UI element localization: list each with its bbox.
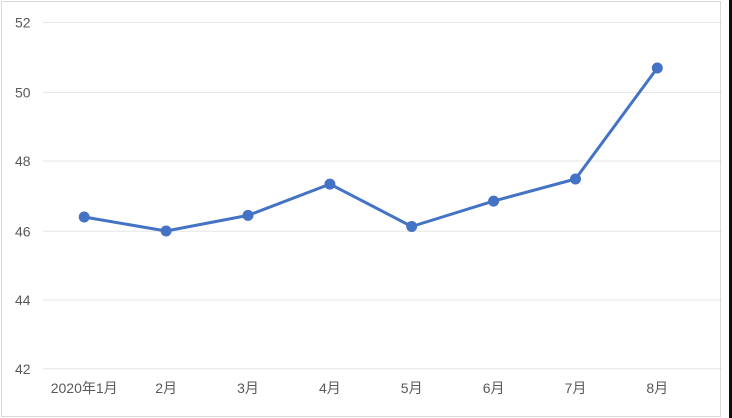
svg-text:7月: 7月 — [565, 380, 587, 396]
svg-text:52: 52 — [15, 15, 31, 31]
svg-text:46: 46 — [15, 223, 31, 239]
svg-text:2月: 2月 — [155, 380, 177, 396]
svg-text:4月: 4月 — [319, 380, 341, 396]
svg-text:3月: 3月 — [237, 380, 259, 396]
svg-text:44: 44 — [15, 292, 31, 308]
svg-text:2020年1月: 2020年1月 — [51, 380, 118, 396]
svg-text:8月: 8月 — [646, 380, 668, 396]
svg-text:48: 48 — [15, 153, 31, 169]
svg-text:50: 50 — [15, 85, 31, 101]
svg-text:42: 42 — [15, 361, 31, 377]
svg-text:5月: 5月 — [401, 380, 423, 396]
svg-text:6月: 6月 — [483, 380, 505, 396]
